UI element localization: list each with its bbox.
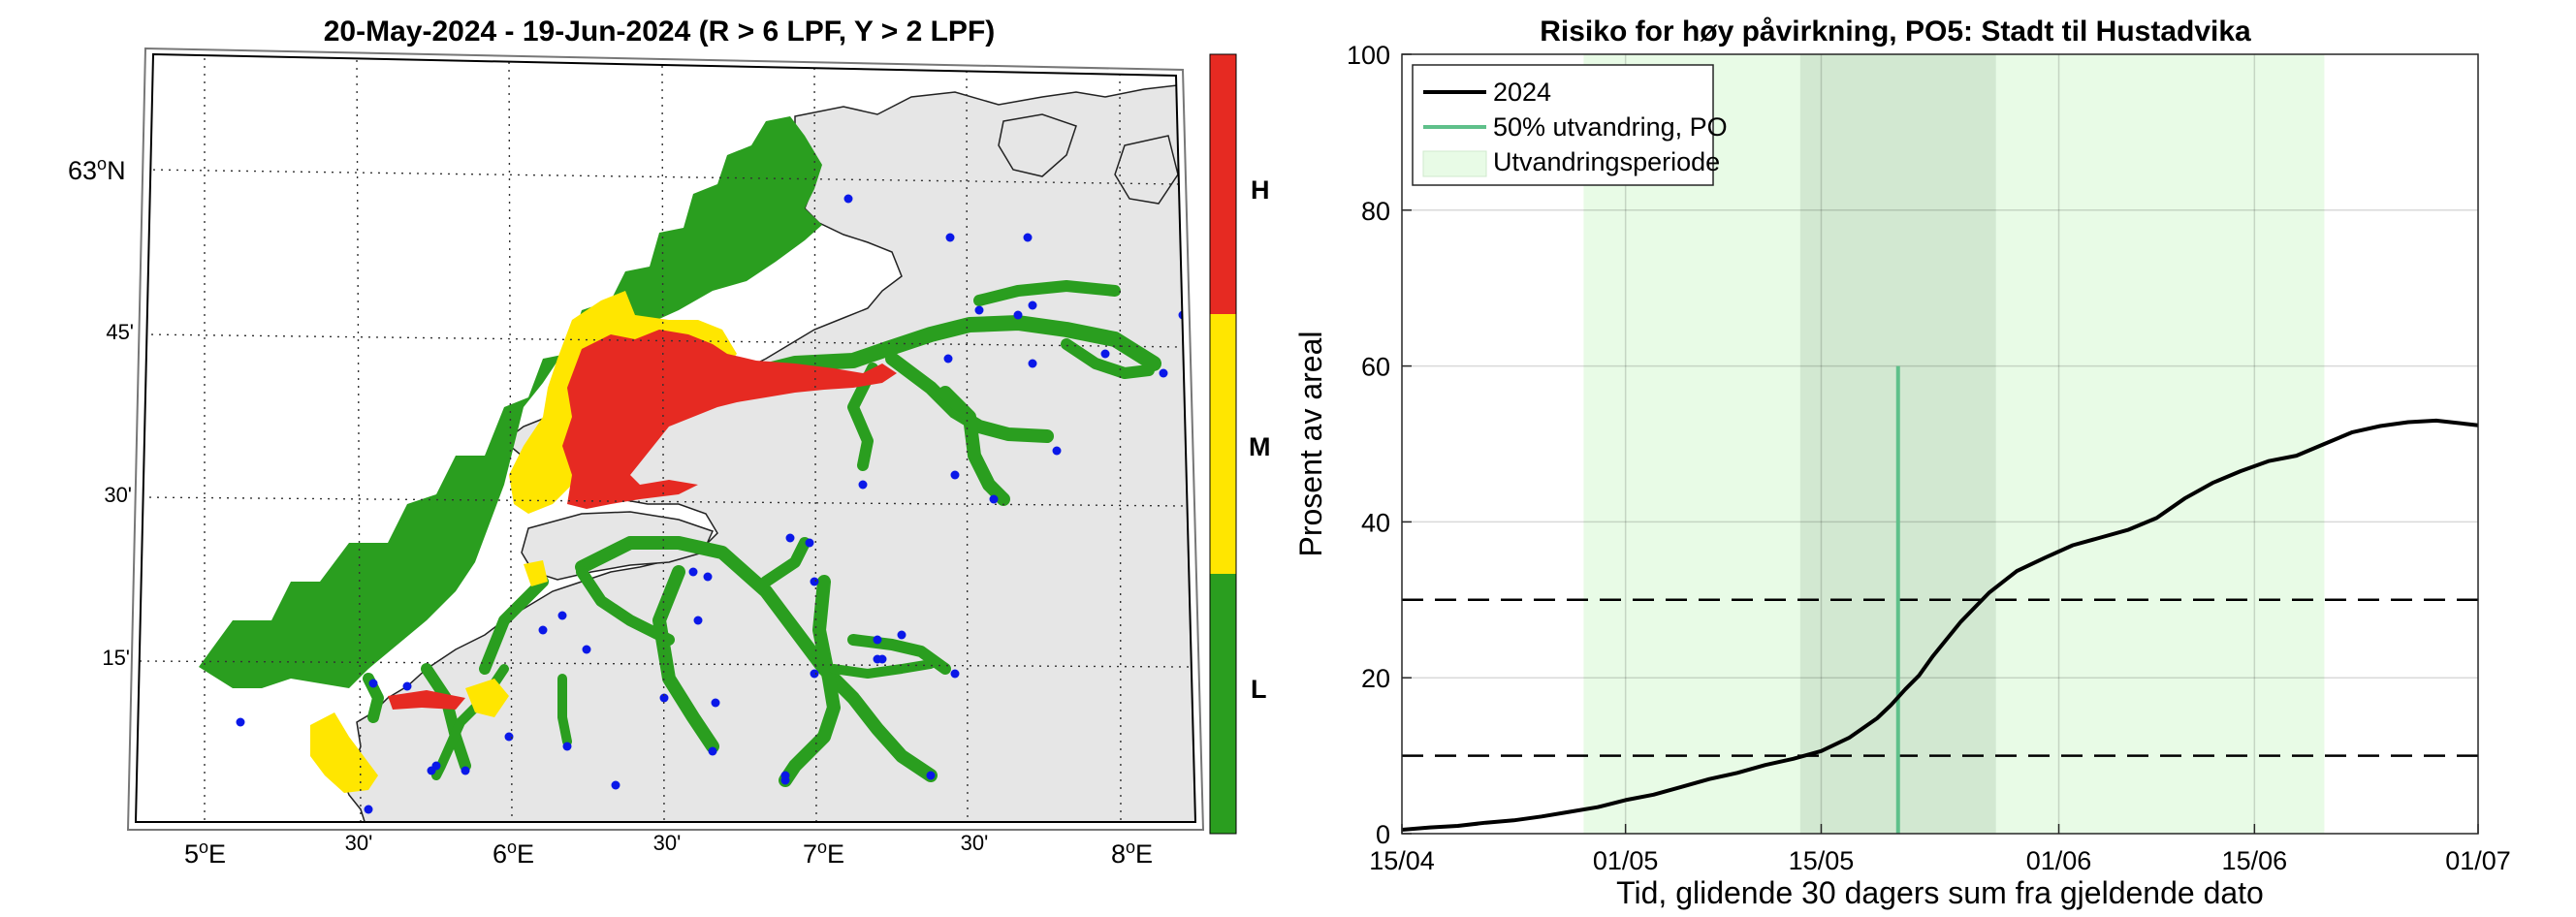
reference-lines (1402, 598, 2478, 757)
legend-swatch-period (1422, 150, 1487, 177)
plot-frame (1401, 53, 2479, 835)
lon-label-8: 8oE (1111, 838, 1153, 869)
medium-zone-sw (465, 679, 509, 717)
chart-title: Risiko for høy påvirkning, PO5: Stadt ti… (1540, 16, 2251, 47)
colorbar-medium (1210, 314, 1236, 574)
colorbar-label-low: L (1251, 675, 1267, 704)
colorbar-high (1210, 54, 1236, 314)
lat-label-63: 63oN (68, 154, 126, 185)
y-tick-label: 20 (1361, 664, 1390, 693)
legend-label-migration: 50% utvandring, PO (1493, 112, 1728, 142)
x-axis-ticks: 15/04 01/05 15/05 01/06 15/06 01/07 (1369, 824, 2511, 875)
chart-panel: Risiko for høy påvirkning, PO5: Stadt ti… (1293, 16, 2511, 910)
plot-area: 15/04 01/05 15/05 01/06 15/06 01/07 0 20 40 60 80… (1347, 41, 2511, 875)
graticule (139, 58, 1192, 822)
low-zone-fjords (363, 280, 1161, 787)
x-tick-label: 01/05 (1593, 846, 1659, 875)
low-zone-coast (199, 116, 822, 688)
medium-zone-patch (524, 560, 548, 586)
y-axis-ticks: 0 20 40 60 80 100 (1347, 41, 1412, 849)
map-frame-inner (134, 52, 1197, 823)
colorbar-label-high: H (1251, 175, 1270, 205)
x-tick-label: 01/06 (2026, 846, 2092, 875)
y-tick-label: 40 (1361, 508, 1390, 537)
legend-label-2024: 2024 (1493, 78, 1551, 107)
medium-zone-south (310, 712, 378, 793)
x-axis-label: Tid, glidende 30 dagers sum fra gjeldend… (1616, 875, 2264, 910)
lon-label-6: 6oE (493, 838, 534, 869)
grid-layer (1402, 54, 2478, 834)
map-panel: 20-May-2024 - 19-Jun-2024 (R > 6 LPF, Y … (68, 16, 1271, 869)
lon-label-5: 5oE (184, 838, 226, 869)
lon-label-7: 7oE (803, 838, 844, 869)
colorbar-frame (1209, 53, 1237, 835)
lat-label-15: 15' (102, 646, 130, 670)
colorbar-label-medium: M (1249, 432, 1271, 461)
legend: 2024 50% utvandring, PO Utvandringsperio… (1412, 64, 1728, 186)
lon-label-7-30: 30' (961, 831, 989, 855)
lat-label-30: 30' (104, 483, 132, 507)
x-tick-label: 15/06 (2222, 846, 2288, 875)
lat-labels: 63oN 45' 30' 15' (68, 154, 134, 670)
lon-label-6-30: 30' (653, 831, 682, 855)
series-layer (1401, 418, 2479, 832)
high-zone (562, 330, 897, 509)
map-frame-outer (126, 47, 1205, 831)
x-tick-label: 15/05 (1789, 846, 1855, 875)
legend-label-period: Utvandringsperiode (1493, 147, 1720, 176)
island-ne (1114, 135, 1179, 205)
island-north (998, 113, 1077, 177)
y-tick-label: 100 (1347, 41, 1390, 70)
series-line-2024 (1401, 418, 2479, 832)
x-tick-label: 15/04 (1369, 846, 1435, 875)
x-tick-label: 01/07 (2445, 846, 2511, 875)
lon-label-5-30: 30' (345, 831, 373, 855)
high-zone-south (388, 690, 465, 710)
y-axis-label: Prosent av areal (1293, 331, 1328, 556)
colorbar-low (1210, 574, 1236, 834)
colorbar: H M L (1209, 53, 1271, 835)
y-tick-label: 60 (1361, 353, 1390, 382)
stations (236, 194, 1188, 814)
lat-label-45: 45' (106, 320, 134, 344)
y-tick-label: 0 (1376, 820, 1390, 849)
y-tick-label: 80 (1361, 197, 1390, 226)
lon-labels: 5oE 30' 6oE 30' 7oE 30' 8oE (184, 831, 1153, 869)
map-title: 20-May-2024 - 19-Jun-2024 (R > 6 LPF, Y … (324, 16, 996, 47)
